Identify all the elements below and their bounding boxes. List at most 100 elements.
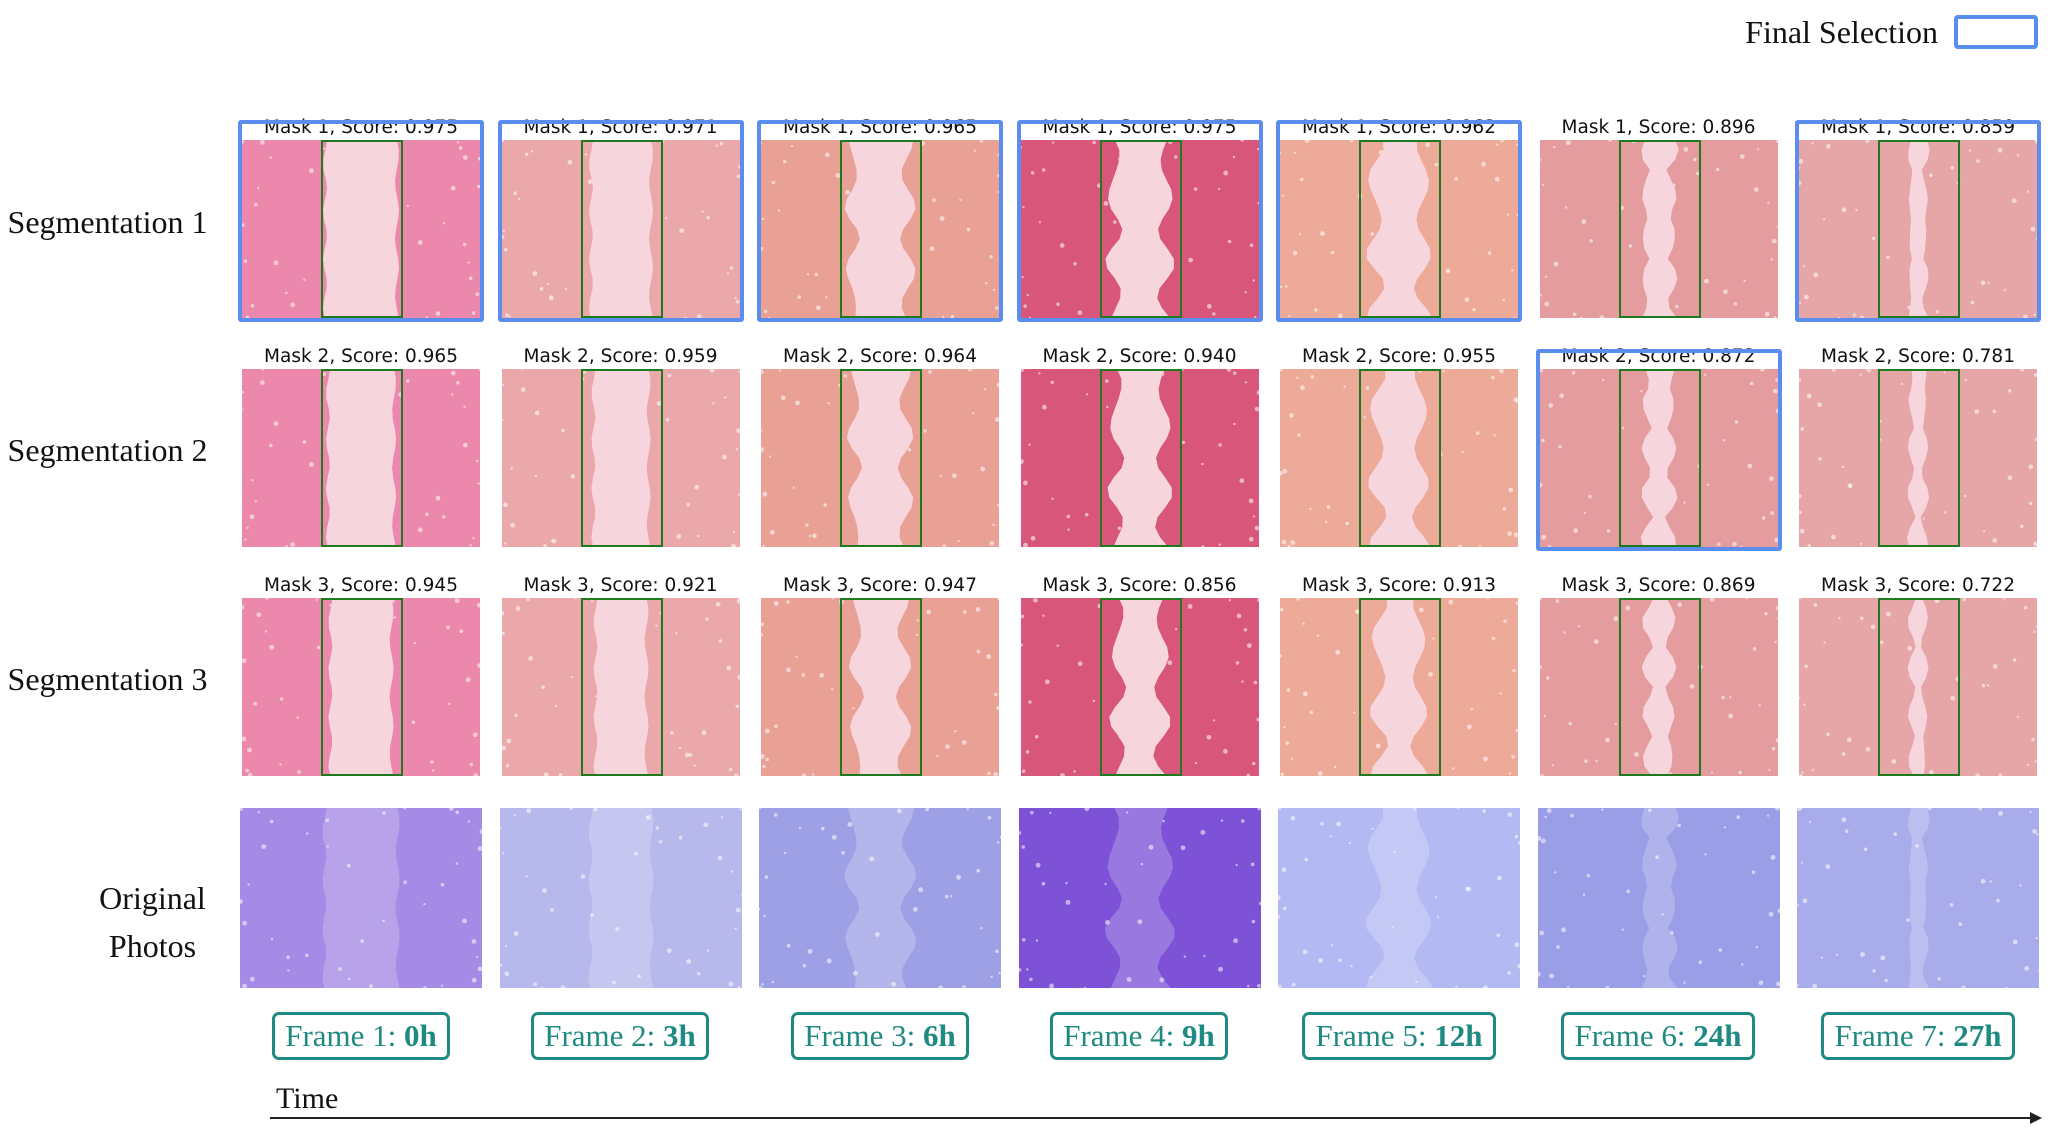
cell-speckle bbox=[1865, 140, 1870, 143]
cell-speckle bbox=[1300, 385, 1305, 391]
cell-speckle bbox=[1140, 862, 1143, 866]
mask-score-label: Mask 3, Score: 0.869 bbox=[1561, 575, 1756, 596]
cell-speckle bbox=[1676, 602, 1682, 607]
cell-speckle bbox=[950, 314, 955, 318]
cell-speckle bbox=[1588, 239, 1593, 243]
cell-speckle bbox=[678, 746, 681, 750]
cell-speckle bbox=[1285, 285, 1288, 288]
cell-speckle bbox=[1774, 378, 1778, 382]
cell-speckle bbox=[1255, 717, 1259, 722]
cell-speckle bbox=[1496, 143, 1499, 146]
cell-speckle bbox=[938, 985, 944, 988]
cell-speckle bbox=[501, 610, 504, 616]
cell-speckle bbox=[807, 948, 813, 954]
cell-speckle bbox=[1490, 375, 1495, 380]
cell-speckle bbox=[1740, 963, 1743, 966]
cell-speckle bbox=[1553, 871, 1556, 874]
cell-speckle bbox=[242, 604, 245, 610]
cell-speckle bbox=[655, 826, 659, 830]
cell-speckle bbox=[773, 813, 778, 817]
cell-speckle bbox=[986, 654, 991, 659]
cell-speckle bbox=[1336, 821, 1342, 827]
cell-speckle bbox=[499, 826, 501, 830]
cell-speckle bbox=[1041, 881, 1045, 886]
cell-speckle bbox=[1818, 457, 1822, 461]
cell-speckle bbox=[476, 459, 479, 463]
cell-speckle bbox=[1278, 914, 1280, 919]
cell-speckle bbox=[423, 902, 426, 906]
cell-speckle bbox=[1539, 665, 1542, 669]
cell-speckle bbox=[417, 527, 423, 533]
cell-speckle bbox=[1022, 542, 1028, 547]
cell-speckle bbox=[1051, 141, 1054, 144]
cell-speckle bbox=[1256, 983, 1261, 988]
cell-speckle bbox=[1193, 187, 1197, 191]
cell-speckle bbox=[1248, 536, 1254, 542]
cell-speckle bbox=[467, 820, 471, 823]
cell-speckle bbox=[1486, 598, 1489, 600]
cell-speckle bbox=[245, 315, 250, 318]
cell-speckle bbox=[664, 216, 667, 219]
cell-speckle bbox=[806, 273, 810, 276]
cell-speckle bbox=[1870, 624, 1876, 630]
cell-speckle bbox=[296, 716, 299, 719]
cell-speckle bbox=[1766, 814, 1769, 817]
cell-speckle bbox=[479, 829, 482, 835]
cell-speckle bbox=[1482, 809, 1487, 813]
cell-speckle bbox=[560, 428, 565, 433]
cell-speckle bbox=[916, 619, 919, 622]
cell-speckle bbox=[1218, 543, 1221, 546]
cell-speckle bbox=[1642, 974, 1646, 978]
cell-speckle bbox=[382, 811, 386, 815]
cell-speckle bbox=[735, 447, 738, 451]
cell-speckle bbox=[454, 598, 460, 603]
cell-speckle bbox=[1059, 243, 1065, 248]
frame-label-time: 27h bbox=[1953, 1018, 2002, 1053]
cell-speckle bbox=[2003, 289, 2006, 292]
cell-speckle bbox=[1517, 841, 1520, 845]
cell-speckle bbox=[242, 920, 247, 926]
cell-speckle bbox=[503, 542, 506, 545]
cell-speckle bbox=[326, 845, 329, 848]
cell-speckle bbox=[257, 186, 260, 190]
cell-speckle bbox=[1586, 873, 1590, 878]
cell-speckle bbox=[1228, 599, 1231, 602]
cell-speckle bbox=[656, 401, 661, 406]
cell-speckle bbox=[944, 894, 949, 899]
frame-label: Frame 6: 24h bbox=[1561, 1012, 1755, 1060]
cell-speckle bbox=[1369, 976, 1373, 979]
cell-speckle bbox=[1251, 761, 1255, 766]
cell-speckle bbox=[1804, 294, 1809, 300]
cell-speckle bbox=[1558, 393, 1564, 399]
cell-speckle bbox=[254, 202, 258, 207]
mask-score-label: Mask 2, Score: 0.964 bbox=[783, 346, 977, 367]
cell-speckle bbox=[325, 818, 330, 823]
wound-gap-region bbox=[846, 369, 914, 547]
cell-speckle bbox=[510, 467, 513, 470]
cell-speckle bbox=[808, 534, 812, 538]
cell-speckle bbox=[1801, 771, 1804, 774]
cell-speckle bbox=[2003, 598, 2006, 601]
cell-speckle bbox=[1456, 808, 1460, 810]
cell-speckle bbox=[769, 455, 772, 458]
cell-speckle bbox=[1056, 644, 1059, 647]
cell-speckle bbox=[1105, 405, 1108, 409]
cell-speckle bbox=[993, 288, 996, 291]
cell-speckle bbox=[1304, 857, 1309, 862]
cell-speckle bbox=[765, 757, 769, 762]
cell-speckle bbox=[279, 763, 282, 766]
cell-speckle bbox=[2026, 763, 2030, 767]
cell-speckle bbox=[305, 832, 309, 835]
cell-speckle bbox=[1244, 381, 1247, 384]
cell-speckle bbox=[573, 598, 577, 600]
cell-speckle bbox=[730, 543, 736, 547]
mask-image bbox=[1020, 369, 1259, 547]
cell-speckle bbox=[1202, 954, 1206, 958]
cell-speckle bbox=[1580, 219, 1586, 224]
cell-speckle bbox=[1299, 177, 1304, 182]
cell-speckle bbox=[1286, 688, 1291, 692]
cell-speckle bbox=[1775, 738, 1778, 743]
cell-speckle bbox=[645, 815, 651, 820]
cell-speckle bbox=[773, 601, 779, 606]
cell-speckle bbox=[967, 369, 973, 372]
